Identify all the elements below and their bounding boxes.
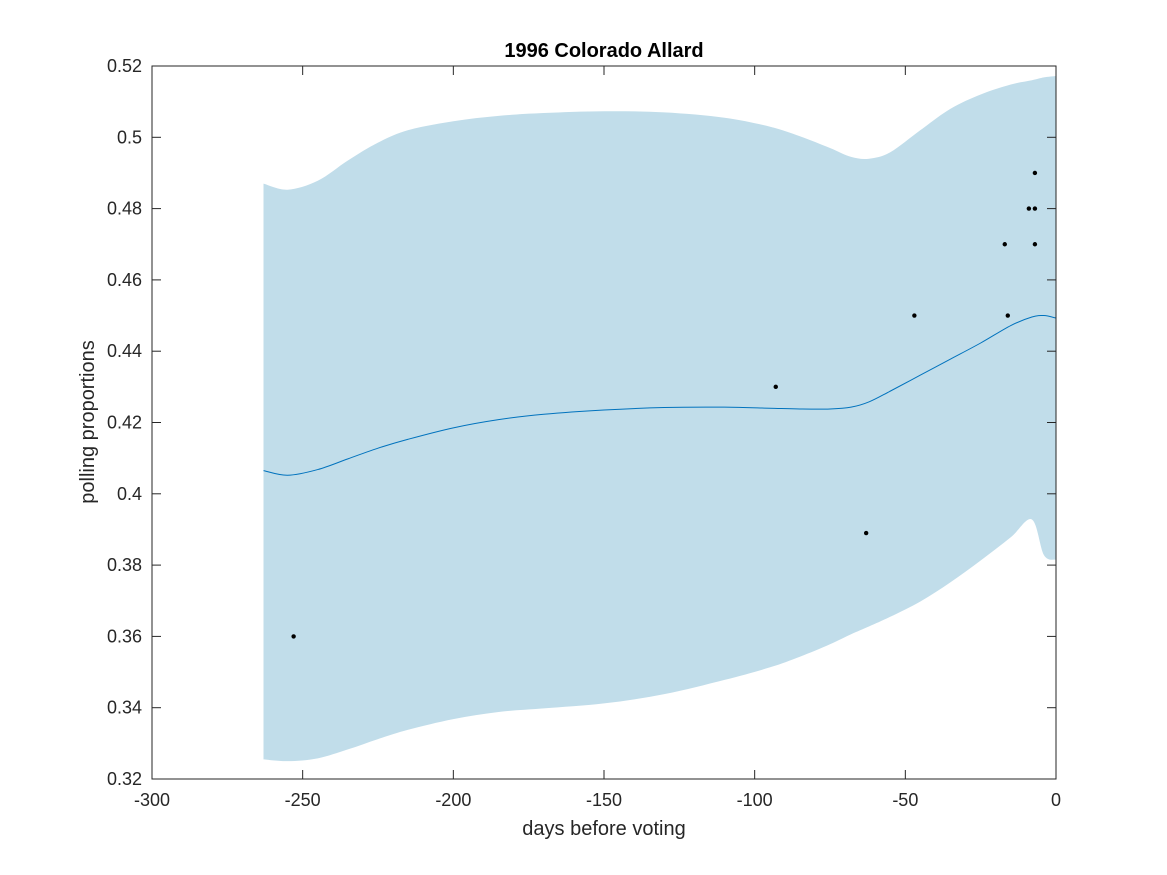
poll-point [1005, 313, 1010, 318]
y-tick-label: 0.44 [107, 341, 142, 361]
mean-line [263, 314, 1057, 476]
y-tick-label: 0.32 [107, 769, 142, 789]
poll-point [1032, 242, 1038, 247]
x-axis-label: days before voting [522, 818, 685, 840]
chart-title: 1996 Colorado Allard [504, 40, 703, 62]
x-tick-label: -200 [435, 790, 471, 810]
poll-point [912, 313, 917, 318]
x-tick-label: -300 [134, 790, 170, 810]
y-tick-label: 0.52 [107, 56, 142, 76]
x-tick-label: -100 [737, 790, 773, 810]
plot-area [263, 75, 1057, 762]
y-axis-ticks: 0.32 0.34 0.36 0.38 0.4 0.42 0.44 0.46 0.48 0.5 0.… [107, 56, 1056, 789]
y-tick-label: 0.34 [107, 698, 142, 718]
y-tick-label: 0.48 [107, 199, 142, 219]
x-tick-label: 0 [1051, 790, 1061, 810]
poll-point [1026, 206, 1032, 211]
x-tick-label: -50 [892, 790, 918, 810]
y-tick-label: 0.46 [107, 270, 142, 290]
y-tick-label: 0.5 [117, 127, 142, 147]
poll-point [1032, 206, 1038, 211]
confidence-band [263, 75, 1056, 762]
poll-point [1032, 170, 1038, 176]
x-tick-label: -150 [586, 790, 622, 810]
poll-point [291, 634, 296, 639]
x-tick-label: -250 [285, 790, 321, 810]
poll-point [773, 384, 778, 390]
poll-point [1002, 242, 1007, 247]
y-tick-label: 0.38 [107, 555, 142, 575]
y-tick-label: 0.4 [117, 484, 142, 504]
poll-point [863, 530, 869, 536]
y-tick-label: 0.36 [107, 626, 142, 646]
y-axis-label: polling proportions [77, 340, 99, 503]
y-tick-label: 0.42 [107, 413, 142, 433]
x-axis-ticks: -300 -250 -200 -150 -100 -50 0 [134, 66, 1061, 810]
